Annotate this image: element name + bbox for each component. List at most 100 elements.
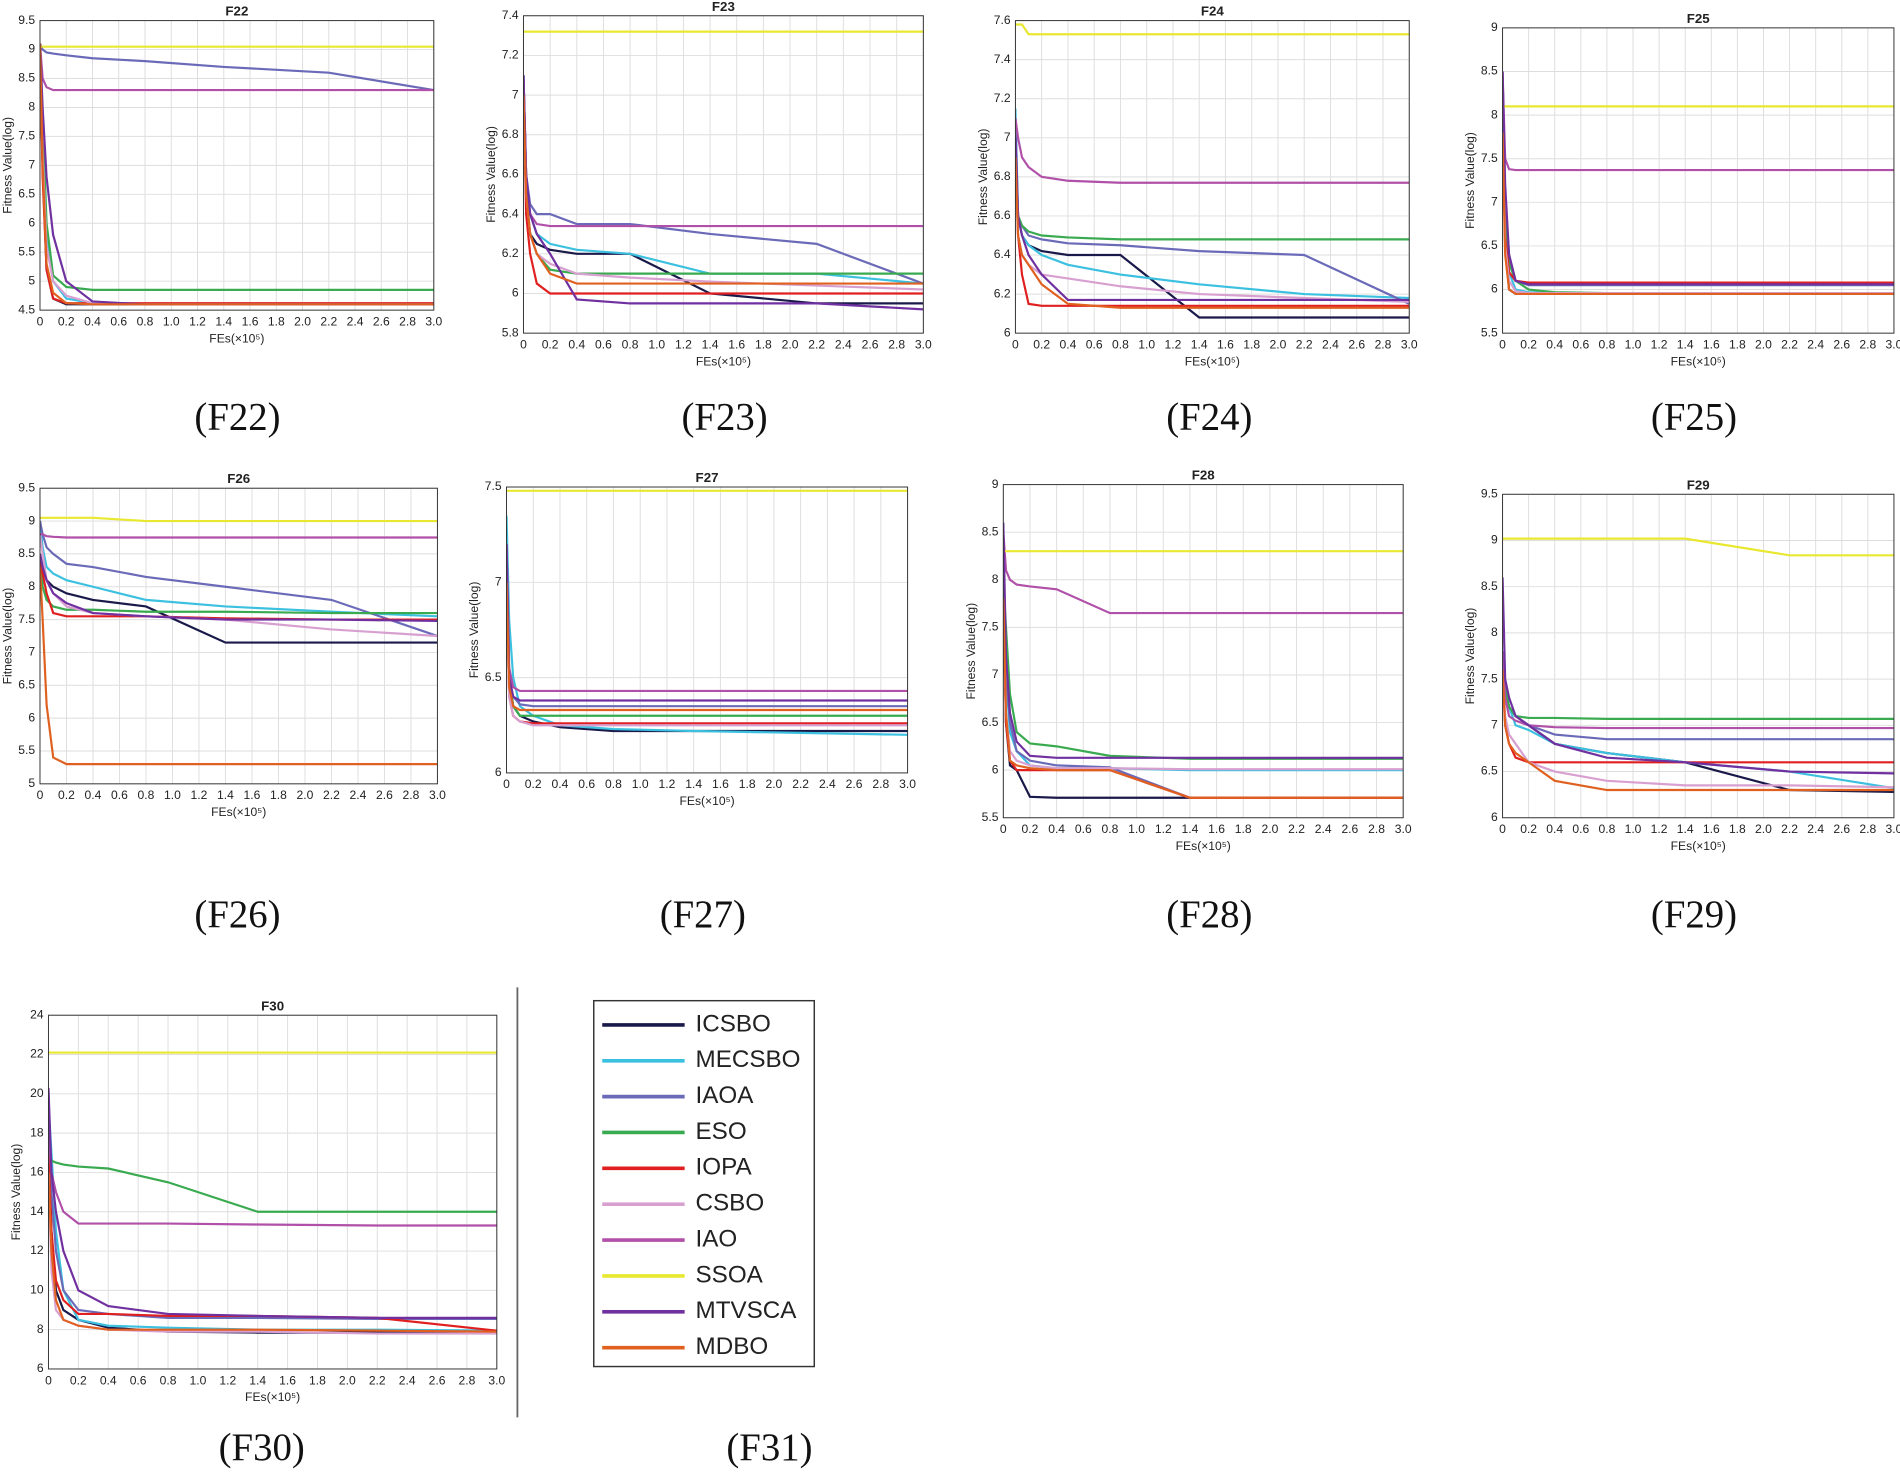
x-tick-label: 0.8 — [138, 788, 155, 802]
y-tick-label: 7 — [495, 575, 502, 589]
x-tick-label: 2.0 — [1755, 822, 1772, 836]
plot-frame — [1014, 20, 1410, 334]
x-tick-label: 2.6 — [373, 314, 390, 328]
y-tick-label: 14 — [30, 1204, 44, 1218]
x-tick-label: 1.4 — [685, 777, 702, 791]
series-line — [39, 43, 434, 306]
x-tick-label: 2.4 — [1315, 822, 1332, 836]
y-tick-label: 6 — [992, 762, 999, 776]
x-tick-label: 1.2 — [1165, 337, 1182, 351]
x-tick-label: 2.6 — [1341, 822, 1358, 836]
y-tick-label: 6.5 — [982, 715, 999, 729]
x-tick-label: 1.6 — [712, 777, 729, 791]
series-line — [1015, 23, 1410, 36]
x-tick-label: 2.6 — [1348, 337, 1365, 351]
chart-caption: (F23) — [682, 395, 768, 438]
x-tick-label: 3.0 — [1401, 337, 1418, 351]
series-line — [1015, 118, 1410, 184]
plot-frame — [1502, 493, 1895, 819]
x-tick-label: 0.6 — [578, 777, 595, 791]
series-line — [39, 43, 434, 92]
x-axis-label: FEs(×10⁵) — [211, 805, 266, 819]
plot-frame — [47, 1014, 498, 1370]
series-line — [39, 534, 438, 638]
series-line — [39, 533, 438, 539]
series-line — [1015, 137, 1410, 302]
x-tick-label: 2.8 — [1859, 822, 1876, 836]
x-tick-label: 2.6 — [862, 337, 879, 351]
chart-title: F29 — [1687, 477, 1710, 492]
x-tick-label: 3.0 — [488, 1373, 505, 1387]
chart-caption: (F30) — [219, 1426, 305, 1469]
x-tick-label: 1.8 — [739, 777, 756, 791]
x-axis-label: FEs(×10⁵) — [679, 794, 734, 808]
x-tick-label: 2.8 — [872, 777, 889, 791]
x-tick-label: 2.2 — [323, 788, 340, 802]
y-tick-label: 9 — [28, 513, 35, 527]
x-tick-label: 3.0 — [1886, 822, 1900, 836]
x-tick-label: 2.0 — [765, 777, 782, 791]
y-tick-label: 7.4 — [502, 8, 519, 22]
x-tick-label: 2.8 — [1368, 822, 1385, 836]
x-tick-label: 0.4 — [100, 1373, 117, 1387]
y-tick-label: 6 — [37, 1361, 44, 1375]
x-tick-label: 1.6 — [728, 337, 745, 351]
x-tick-label: 1.0 — [164, 788, 181, 802]
y-tick-label: 7.2 — [502, 48, 519, 62]
y-tick-label: 6 — [512, 286, 519, 300]
y-tick-label: 6.4 — [502, 206, 519, 220]
x-tick-label: 0.4 — [1048, 822, 1065, 836]
y-tick-label: 8.5 — [18, 71, 35, 85]
x-tick-label: 0.8 — [622, 337, 639, 351]
y-tick-label: 10 — [30, 1283, 44, 1297]
chart-caption: (F29) — [1651, 893, 1737, 936]
y-tick-label: 20 — [30, 1086, 44, 1100]
plot-frame — [39, 20, 435, 311]
x-tick-label: 2.8 — [1375, 337, 1392, 351]
x-tick-label: 0.2 — [1033, 337, 1050, 351]
legend-label: IAO — [696, 1225, 738, 1252]
x-tick-label: 2.2 — [792, 777, 809, 791]
x-tick-label: 1.2 — [659, 777, 676, 791]
legend-label: IAOA — [696, 1082, 755, 1109]
x-tick-label: 0.2 — [1520, 337, 1537, 351]
y-tick-label: 7.5 — [1481, 151, 1498, 165]
y-tick-label: 7.5 — [18, 129, 35, 143]
series-line — [1003, 532, 1404, 615]
series-line — [48, 1172, 497, 1333]
x-tick-label: 0.2 — [1022, 822, 1039, 836]
x-tick-label: 2.6 — [1833, 337, 1850, 351]
x-tick-label: 1.0 — [163, 314, 180, 328]
x-tick-label: 2.6 — [1833, 822, 1850, 836]
legend-label: MTVSCA — [696, 1297, 798, 1324]
y-tick-label: 6.2 — [502, 246, 519, 260]
x-tick-label: 1.2 — [219, 1373, 236, 1387]
y-axis-label: Fitness Value(log) — [467, 582, 481, 679]
y-axis-label: Fitness Value(log) — [9, 1144, 23, 1241]
plot-area — [1003, 484, 1404, 818]
y-tick-label: 24 — [30, 1007, 44, 1021]
y-tick-label: 6 — [28, 215, 35, 229]
x-tick-label: 1.2 — [1651, 822, 1668, 836]
y-tick-label: 6.6 — [502, 167, 519, 181]
x-tick-label: 1.0 — [1128, 822, 1145, 836]
x-tick-label: 2.0 — [1270, 337, 1287, 351]
x-tick-label: 1.8 — [1729, 822, 1746, 836]
series-line — [1003, 598, 1404, 799]
series-line — [523, 95, 924, 295]
plot-frame — [506, 486, 909, 774]
x-tick-label: 2.6 — [846, 777, 863, 791]
chart-title: F28 — [1192, 468, 1215, 483]
y-axis-label: Fitness Value(log) — [1463, 608, 1477, 705]
x-tick-label: 1.0 — [632, 777, 649, 791]
x-axis-label: FEs(×10⁵) — [1671, 839, 1726, 853]
x-tick-label: 0.8 — [160, 1373, 177, 1387]
x-tick-label: 2.0 — [339, 1373, 356, 1387]
y-tick-label: 7 — [1491, 718, 1498, 732]
plot-frame — [522, 15, 924, 334]
x-tick-label: 0.8 — [605, 777, 622, 791]
x-tick-label: 1.0 — [1138, 337, 1155, 351]
x-tick-label: 1.4 — [702, 337, 719, 351]
x-tick-label: 1.0 — [1625, 337, 1642, 351]
